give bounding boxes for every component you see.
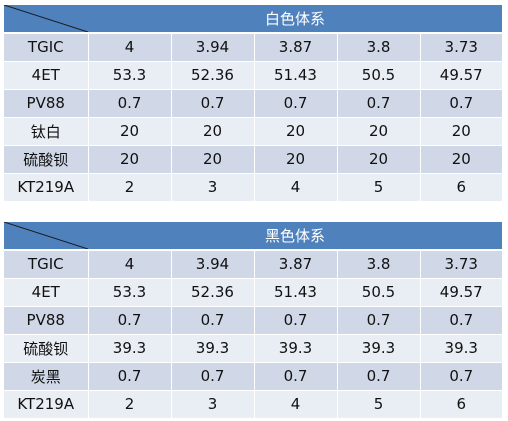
table-cell: 49.57 — [420, 61, 503, 90]
row-label: 硫酸钡 — [4, 334, 89, 363]
table-cell: 20 — [337, 145, 421, 174]
table-cell: 5 — [337, 390, 421, 419]
table-cell: 0.7 — [171, 306, 255, 335]
table-cell: 39.3 — [254, 334, 338, 363]
table-title: 白色体系 — [88, 5, 503, 34]
table-title: 黑色体系 — [88, 222, 503, 251]
row-label: PV88 — [4, 89, 89, 118]
table-cell: 0.7 — [337, 306, 421, 335]
table-cell: 0.7 — [420, 362, 503, 391]
diagonal-header-cell — [4, 222, 88, 251]
table-row: 4ET 53.3 52.36 51.43 50.5 49.57 — [4, 61, 503, 90]
table-cell: 3 — [171, 173, 255, 202]
table-cell: 2 — [88, 390, 172, 419]
row-label: PV88 — [4, 306, 89, 335]
table-cell: 39.3 — [171, 334, 255, 363]
table-cell: 4 — [254, 390, 338, 419]
table-row: 硫酸钡 39.3 39.3 39.3 39.3 39.3 — [4, 334, 503, 363]
table-cell: 20 — [171, 117, 255, 146]
table-cell: 0.7 — [88, 89, 172, 118]
table-row: PV88 0.7 0.7 0.7 0.7 0.7 — [4, 306, 503, 335]
table-cell: 3.87 — [254, 33, 338, 62]
table-cell: 51.43 — [254, 61, 338, 90]
table-cell: 3 — [171, 390, 255, 419]
table-cell: 2 — [88, 173, 172, 202]
table-cell: 20 — [88, 145, 172, 174]
table-cell: 20 — [88, 117, 172, 146]
table-cell: 4 — [88, 33, 172, 62]
row-label: KT219A — [4, 390, 89, 419]
table-cell: 53.3 — [88, 61, 172, 90]
table-cell: 20 — [254, 145, 338, 174]
table-row: PV88 0.7 0.7 0.7 0.7 0.7 — [4, 89, 503, 118]
table-cell: 39.3 — [420, 334, 503, 363]
table-cell: 52.36 — [171, 278, 255, 307]
table-cell: 3.73 — [420, 33, 503, 62]
table-cell: 3.94 — [171, 33, 255, 62]
row-label: TGIC — [4, 33, 89, 62]
table-row: TGIC 4 3.94 3.87 3.8 3.73 — [4, 250, 503, 279]
table-cell: 3.8 — [337, 250, 421, 279]
table-cell: 0.7 — [254, 362, 338, 391]
table-cell: 20 — [337, 117, 421, 146]
table-row: 4ET 53.3 52.36 51.43 50.5 49.57 — [4, 278, 503, 307]
table-cell: 0.7 — [420, 306, 503, 335]
table-cell: 3.8 — [337, 33, 421, 62]
table-row: KT219A 2 3 4 5 6 — [4, 390, 503, 419]
row-label: KT219A — [4, 173, 89, 202]
table-cell: 3.94 — [171, 250, 255, 279]
table-cell: 53.3 — [88, 278, 172, 307]
table-row: KT219A 2 3 4 5 6 — [4, 173, 503, 202]
table-cell: 3.73 — [420, 250, 503, 279]
table-cell: 49.57 — [420, 278, 503, 307]
row-label: TGIC — [4, 250, 89, 279]
table-row: TGIC 4 3.94 3.87 3.8 3.73 — [4, 33, 503, 62]
row-label: 4ET — [4, 278, 89, 307]
table-cell: 0.7 — [337, 362, 421, 391]
row-label: 炭黑 — [4, 362, 89, 391]
table-cell: 0.7 — [254, 306, 338, 335]
table-cell: 4 — [88, 250, 172, 279]
table-cell: 20 — [420, 117, 503, 146]
row-label: 硫酸钡 — [4, 145, 89, 174]
table-cell: 20 — [254, 117, 338, 146]
table-row: 炭黑 0.7 0.7 0.7 0.7 0.7 — [4, 362, 503, 391]
diagonal-header-cell — [4, 5, 88, 34]
table-cell: 6 — [420, 390, 503, 419]
table-cell: 0.7 — [171, 362, 255, 391]
row-label: 4ET — [4, 61, 89, 90]
table-cell: 20 — [420, 145, 503, 174]
table-cell: 50.5 — [337, 61, 421, 90]
table-cell: 51.43 — [254, 278, 338, 307]
table-cell: 50.5 — [337, 278, 421, 307]
table-cell: 4 — [254, 173, 338, 202]
table-cell: 0.7 — [171, 89, 255, 118]
black-system-table: 黑色体系 TGIC 4 3.94 3.87 3.8 3.73 4ET 53.3 52.36 51.… — [4, 222, 503, 419]
table-cell: 5 — [337, 173, 421, 202]
table-cell: 0.7 — [88, 306, 172, 335]
table-cell: 52.36 — [171, 61, 255, 90]
table-cell: 39.3 — [337, 334, 421, 363]
table-cell: 39.3 — [88, 334, 172, 363]
white-system-table: 白色体系 TGIC 4 3.94 3.87 3.8 3.73 4ET 53.3 52.36 51.… — [4, 5, 503, 202]
table-cell: 0.7 — [88, 362, 172, 391]
table-cell: 0.7 — [337, 89, 421, 118]
table-cell: 20 — [171, 145, 255, 174]
table-row: 硫酸钡 20 20 20 20 20 — [4, 145, 503, 174]
table-body: TGIC 4 3.94 3.87 3.8 3.73 4ET 53.3 52.36 51.43 50.… — [4, 250, 503, 419]
table-row: 钛白 20 20 20 20 20 — [4, 117, 503, 146]
table-cell: 3.87 — [254, 250, 338, 279]
table-cell: 6 — [420, 173, 503, 202]
table-cell: 0.7 — [420, 89, 503, 118]
table-body: TGIC 4 3.94 3.87 3.8 3.73 4ET 53.3 52.36 51.43 50.… — [4, 33, 503, 202]
row-label: 钛白 — [4, 117, 89, 146]
table-cell: 0.7 — [254, 89, 338, 118]
